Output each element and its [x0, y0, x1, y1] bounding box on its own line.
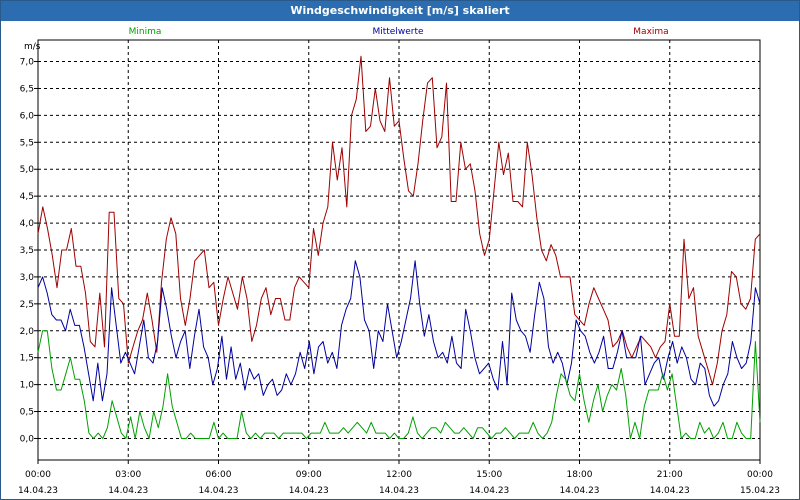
y-tick-label: 4,0: [20, 219, 35, 229]
series-lines: [37, 55, 761, 439]
x-tick-time: 15:00: [476, 470, 502, 480]
x-tick-time: 06:00: [206, 470, 232, 480]
legend-maxima: Maxima: [633, 27, 668, 37]
x-tick-time: 09:00: [296, 470, 322, 480]
y-tick-label: 2,0: [20, 327, 35, 337]
x-tick-date: 14.04.23: [650, 486, 690, 496]
y-tick-label: 3,5: [20, 246, 34, 256]
x-tick-date: 14.04.23: [198, 486, 238, 496]
y-tick-label: 4,5: [20, 192, 34, 202]
y-tick-label: 1,0: [20, 381, 35, 391]
series-minima: [37, 330, 761, 439]
grid-lines: [38, 40, 760, 460]
legend-minima: Minima: [129, 27, 162, 37]
y-tick-label: 3,0: [20, 273, 35, 283]
y-tick-label: 0,5: [20, 408, 34, 418]
window-title: Windgeschwindigkeit [m/s] skaliert: [1, 1, 799, 21]
x-axis: 00:00 14.04.23 03:00 14.04.23 06:00 14.04.23 0…: [18, 460, 780, 496]
x-tick-date: 14.04.23: [469, 486, 509, 496]
y-axis-label: m/s: [24, 42, 41, 52]
x-tick-date: 14.04.23: [18, 486, 58, 496]
x-tick-date: 15.04.23: [740, 486, 780, 496]
y-tick-label: 2,5: [20, 300, 34, 310]
x-tick-date: 14.04.23: [379, 486, 419, 496]
y-axis: 0,0 0,5 1,0 1,5 2,0 2,5 3,0 3,5 4,0 4,5 5,0 5,5 6,0 6…: [20, 58, 38, 444]
x-tick-time: 00:00: [747, 470, 773, 480]
x-tick-date: 14.04.23: [289, 486, 329, 496]
y-tick-label: 6,0: [20, 111, 35, 121]
x-tick-time: 21:00: [657, 470, 683, 480]
x-tick-date: 14.04.23: [108, 486, 148, 496]
x-tick-time: 00:00: [25, 470, 51, 480]
x-tick-time: 03:00: [115, 470, 141, 480]
x-tick-time: 12:00: [386, 470, 412, 480]
y-tick-label: 5,5: [20, 138, 34, 148]
y-tick-label: 6,5: [20, 84, 34, 94]
y-tick-label: 7,0: [20, 58, 35, 68]
x-tick-time: 18:00: [567, 470, 593, 480]
series-mittelwerte: [37, 260, 761, 407]
y-tick-label: 1,5: [20, 354, 34, 364]
x-tick-date: 14.04.23: [559, 486, 599, 496]
legend-mittelwerte: Mittelwerte: [372, 27, 423, 37]
y-tick-label: 5,0: [20, 165, 35, 175]
y-tick-label: 0,0: [20, 434, 35, 444]
